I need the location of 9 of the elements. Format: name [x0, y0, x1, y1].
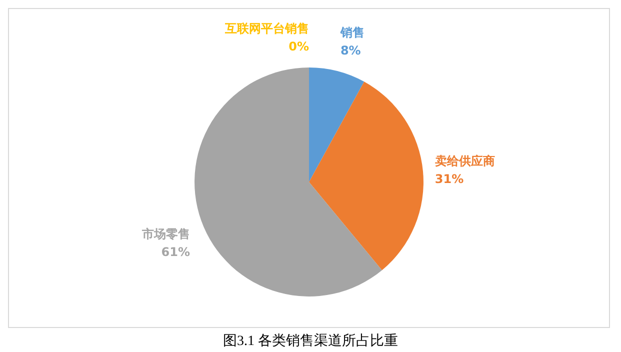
data-label: 61% — [161, 244, 190, 259]
category-label: 互联网平台销售 — [225, 22, 309, 36]
text: 0% — [288, 40, 309, 54]
data-label: 31% — [434, 172, 464, 186]
slice-label: 市场零售 — [140, 226, 190, 241]
data-label: 8% — [340, 43, 361, 58]
caption: 图3.1 各类销售渠道所占比重 — [222, 332, 399, 350]
slice-label: 卖给供应商 — [434, 154, 495, 168]
slice-label: 销售 — [339, 25, 364, 40]
